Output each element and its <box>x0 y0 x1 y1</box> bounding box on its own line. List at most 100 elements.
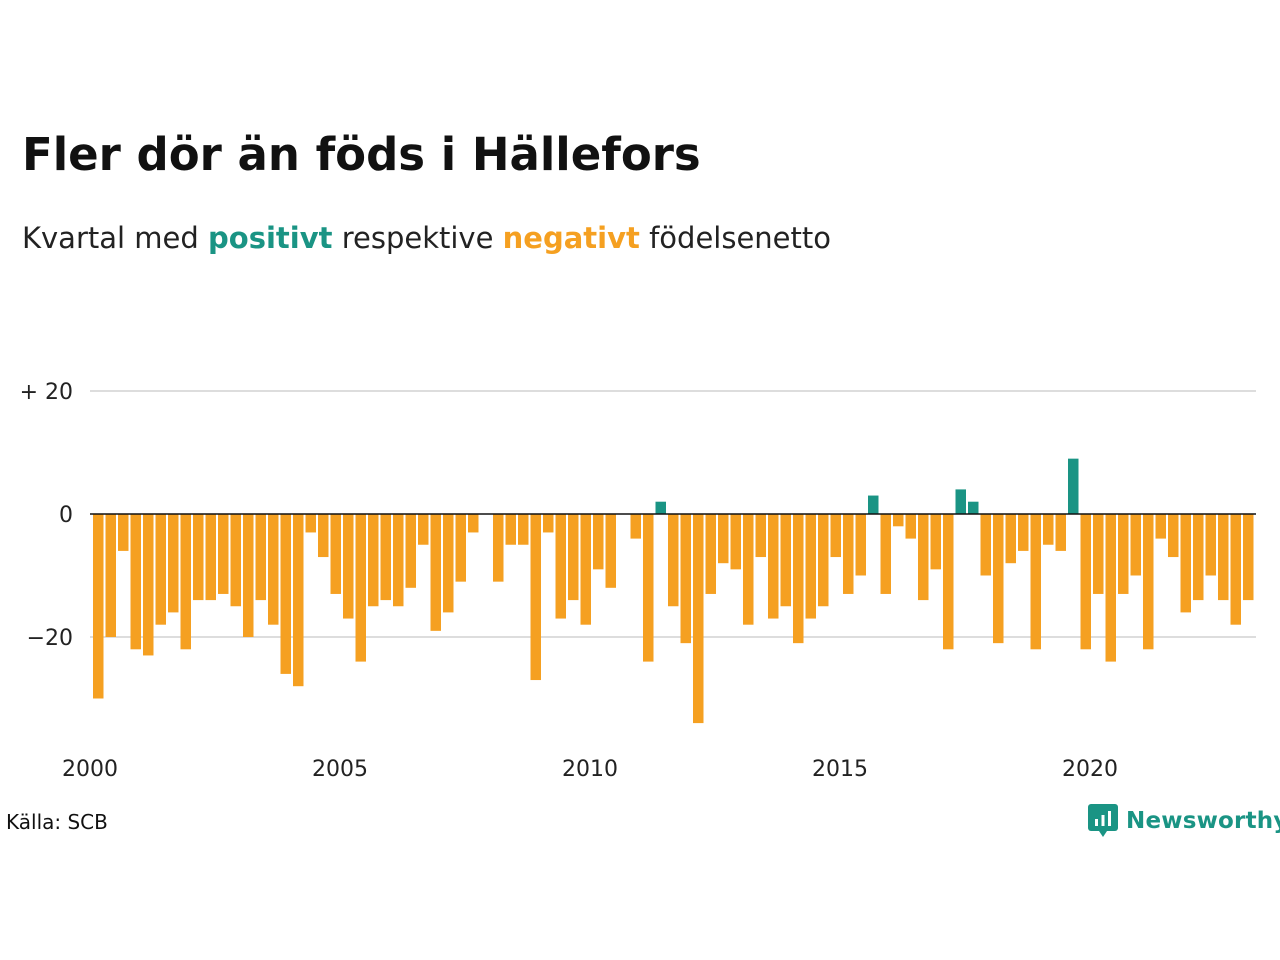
bar <box>280 514 291 674</box>
bar <box>1080 514 1091 650</box>
bar <box>393 514 404 607</box>
bar <box>930 514 941 570</box>
x-axis-ticks: 2000 2005 2010 2015 2020 <box>62 757 1118 782</box>
bar <box>693 514 704 724</box>
bar <box>593 514 604 570</box>
bar <box>980 514 991 576</box>
source-note: Källa: SCB <box>6 810 108 834</box>
bar <box>680 514 691 644</box>
bar <box>155 514 166 625</box>
bar <box>768 514 779 619</box>
bar <box>305 514 316 533</box>
x-tick-label: 2020 <box>1062 757 1118 782</box>
bar <box>993 514 1004 644</box>
bar <box>180 514 191 650</box>
bar <box>293 514 304 687</box>
bar <box>1205 514 1216 576</box>
bar <box>568 514 579 601</box>
bar <box>218 514 229 594</box>
y-tick-label: 0 <box>59 503 73 528</box>
bar <box>1218 514 1229 601</box>
y-axis-ticks: + 20 0 −20 <box>20 380 73 651</box>
bar <box>1243 514 1254 601</box>
bar <box>780 514 791 607</box>
newsworthy-logo-icon <box>1088 804 1118 837</box>
bar <box>130 514 141 650</box>
bar <box>1005 514 1016 564</box>
bar <box>655 501 666 514</box>
bar <box>705 514 716 594</box>
bar <box>855 514 866 576</box>
bar <box>1230 514 1241 625</box>
bar <box>455 514 466 582</box>
bar <box>1068 458 1079 514</box>
bar <box>443 514 454 613</box>
bar <box>743 514 754 625</box>
subtitle-suffix: födelsenetto <box>639 221 831 255</box>
bar <box>1118 514 1129 594</box>
bar <box>718 514 729 564</box>
bar <box>955 489 966 514</box>
bar <box>405 514 416 588</box>
bar <box>730 514 741 570</box>
bar <box>205 514 216 601</box>
subtitle-middle: respektive <box>332 221 503 255</box>
bar <box>793 514 804 644</box>
bar <box>318 514 329 558</box>
x-tick-label: 2005 <box>312 757 368 782</box>
bar <box>1055 514 1066 551</box>
bar <box>543 514 554 533</box>
bar <box>918 514 929 601</box>
bar <box>418 514 429 545</box>
bar <box>105 514 116 637</box>
bar <box>1030 514 1041 650</box>
bar <box>943 514 954 650</box>
y-tick-label: −20 <box>27 626 73 651</box>
brand-name: Newsworthy <box>1126 808 1280 834</box>
subtitle-negative-word: negativt <box>502 221 640 255</box>
bar <box>818 514 829 607</box>
bar <box>193 514 204 601</box>
bar <box>468 514 479 533</box>
brand-logo: Newsworthy <box>1088 802 1280 840</box>
bar <box>605 514 616 588</box>
x-tick-label: 2015 <box>812 757 868 782</box>
bar <box>493 514 504 582</box>
bar <box>430 514 441 631</box>
bar <box>168 514 179 613</box>
bar <box>630 514 641 539</box>
bar <box>1093 514 1104 594</box>
y-tick-label: + 20 <box>20 380 73 405</box>
subtitle-prefix: Kvartal med <box>22 221 209 255</box>
bar <box>368 514 379 607</box>
bar <box>505 514 516 545</box>
bar <box>118 514 129 551</box>
bar <box>1143 514 1154 650</box>
x-tick-label: 2000 <box>62 757 118 782</box>
bar <box>893 514 904 527</box>
bar <box>668 514 679 607</box>
chart-title: Fler dör än föds i Hällefors <box>22 128 701 181</box>
bar <box>255 514 266 601</box>
bar <box>1180 514 1191 613</box>
bar <box>93 514 104 699</box>
bar <box>805 514 816 619</box>
bar <box>530 514 541 681</box>
bar <box>143 514 154 656</box>
bar <box>1155 514 1166 539</box>
bar <box>830 514 841 558</box>
bar <box>1018 514 1029 551</box>
bar <box>518 514 529 545</box>
bar <box>580 514 591 625</box>
bar <box>755 514 766 558</box>
bar <box>330 514 341 594</box>
bar <box>555 514 566 619</box>
bar <box>843 514 854 594</box>
bar <box>868 495 879 514</box>
bar <box>243 514 254 637</box>
bar <box>380 514 391 601</box>
bars <box>93 458 1254 724</box>
bar <box>643 514 654 662</box>
bar <box>1168 514 1179 558</box>
bar <box>343 514 354 619</box>
